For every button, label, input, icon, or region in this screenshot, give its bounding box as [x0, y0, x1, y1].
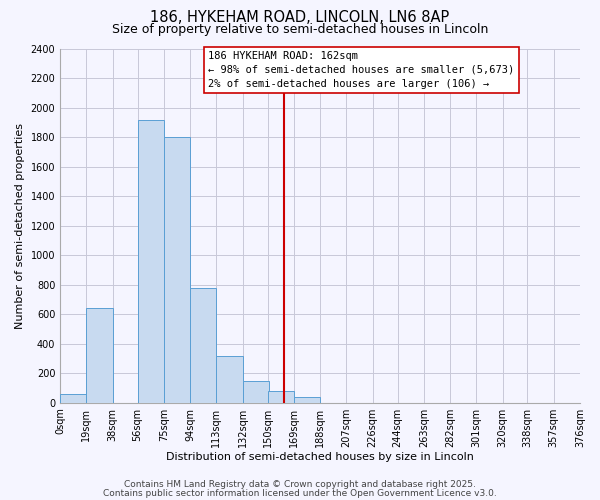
Bar: [242, 382, 269, 402]
Bar: [60, 394, 86, 402]
Text: 186, HYKEHAM ROAD, LINCOLN, LN6 8AP: 186, HYKEHAM ROAD, LINCOLN, LN6 8AP: [151, 10, 449, 25]
Y-axis label: Number of semi-detached properties: Number of semi-detached properties: [15, 123, 25, 329]
X-axis label: Distribution of semi-detached houses by size in Lincoln: Distribution of semi-detached houses by …: [166, 452, 474, 462]
Text: Contains public sector information licensed under the Open Government Licence v3: Contains public sector information licen…: [103, 488, 497, 498]
Bar: [137, 120, 164, 403]
Bar: [268, 391, 294, 402]
Bar: [217, 356, 242, 403]
Text: Size of property relative to semi-detached houses in Lincoln: Size of property relative to semi-detach…: [112, 22, 488, 36]
Bar: [86, 308, 113, 402]
Bar: [164, 138, 190, 402]
Bar: [294, 397, 320, 402]
Text: Contains HM Land Registry data © Crown copyright and database right 2025.: Contains HM Land Registry data © Crown c…: [124, 480, 476, 489]
Bar: [190, 288, 217, 403]
Text: 186 HYKEHAM ROAD: 162sqm
← 98% of semi-detached houses are smaller (5,673)
2% of: 186 HYKEHAM ROAD: 162sqm ← 98% of semi-d…: [208, 51, 515, 89]
